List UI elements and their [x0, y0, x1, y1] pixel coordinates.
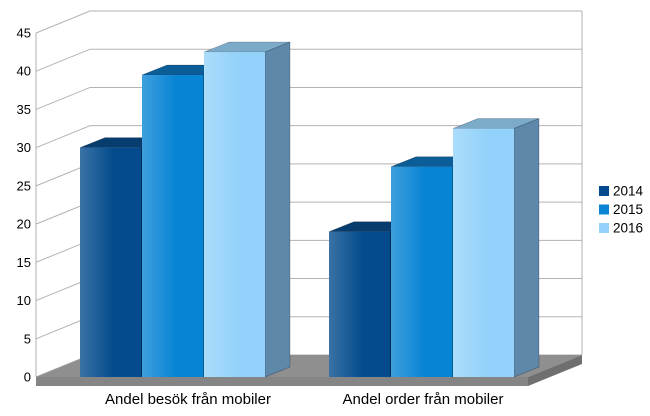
- y-tick-label-40: 40: [17, 64, 31, 79]
- y-tick-label-45: 45: [17, 26, 31, 41]
- gridline-35: [35, 86, 582, 110]
- y-tick-label-25: 25: [17, 178, 31, 193]
- gridline-45: [35, 10, 582, 34]
- y-tick-label-5: 5: [24, 331, 31, 346]
- y-tick-label-30: 30: [17, 140, 31, 155]
- category-label-1: Andel order från mobiler: [343, 391, 504, 408]
- bar-2016-category-0: [203, 41, 291, 378]
- bar-front-face: [453, 128, 514, 377]
- y-tick-label-35: 35: [17, 102, 31, 117]
- bar-front-face: [391, 166, 452, 377]
- y-tick-label-15: 15: [17, 255, 31, 270]
- category-label-0: Andel besök från mobiler: [105, 391, 271, 408]
- y-tick-label-0: 0: [24, 370, 31, 385]
- floor-right-side: [528, 355, 582, 386]
- floor-front: [36, 377, 528, 386]
- y-tick-label-10: 10: [17, 293, 31, 308]
- bar-front-face: [204, 52, 265, 377]
- bar-front-face: [142, 75, 203, 378]
- legend-swatch-2015: [599, 204, 609, 215]
- bar-front-face: [329, 231, 390, 377]
- legend-swatch-2016: [599, 223, 609, 233]
- legend: [599, 186, 609, 233]
- gridline-40: [35, 48, 582, 72]
- gridline-30: [35, 125, 582, 149]
- bar-side-face: [513, 118, 540, 378]
- legend-label-2016: 2016: [613, 221, 643, 236]
- bar-2016-category-1: [452, 118, 540, 378]
- bar-front-face: [80, 147, 141, 377]
- legend-label-2014: 2014: [613, 184, 644, 199]
- y-tick-label-20: 20: [17, 217, 31, 232]
- bar-side-face: [264, 41, 291, 378]
- legend-swatch-2014: [599, 186, 609, 196]
- legend-label-2015: 2015: [613, 202, 643, 217]
